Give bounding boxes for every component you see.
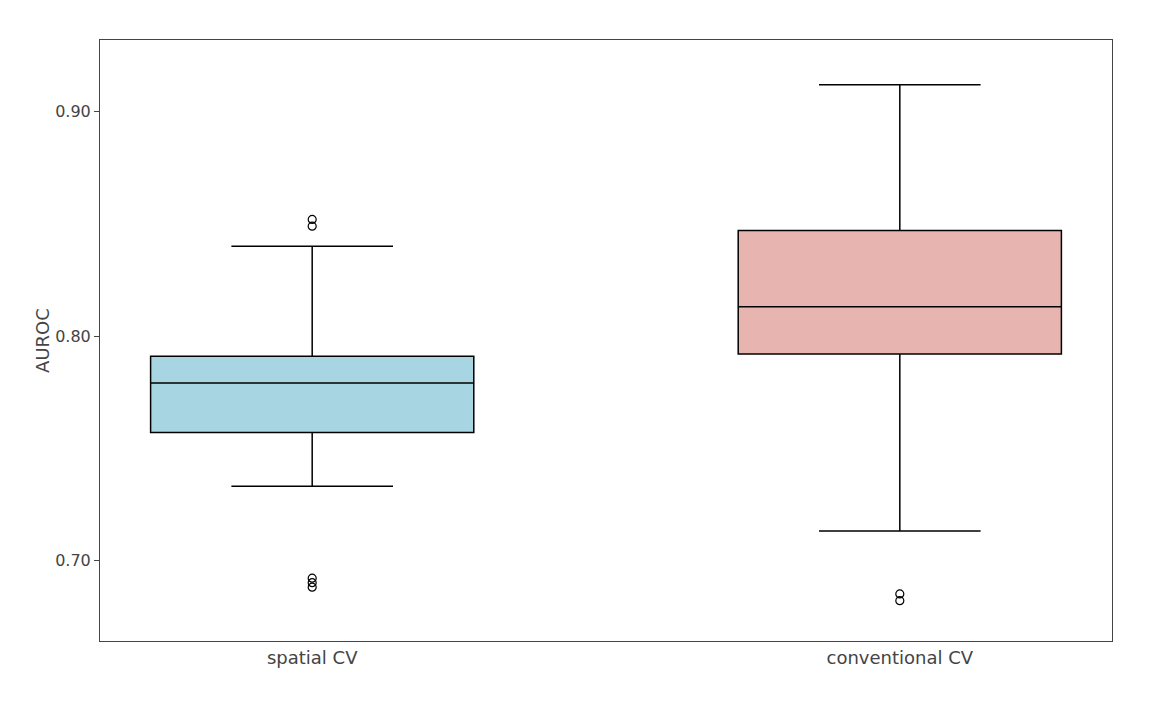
svg-text:0.90: 0.90 [55, 102, 91, 121]
svg-text:AUROC: AUROC [32, 308, 53, 373]
svg-text:conventional CV: conventional CV [827, 647, 974, 668]
svg-text:0.80: 0.80 [55, 327, 91, 346]
svg-text:spatial CV: spatial CV [267, 647, 358, 668]
svg-text:0.70: 0.70 [55, 551, 91, 570]
